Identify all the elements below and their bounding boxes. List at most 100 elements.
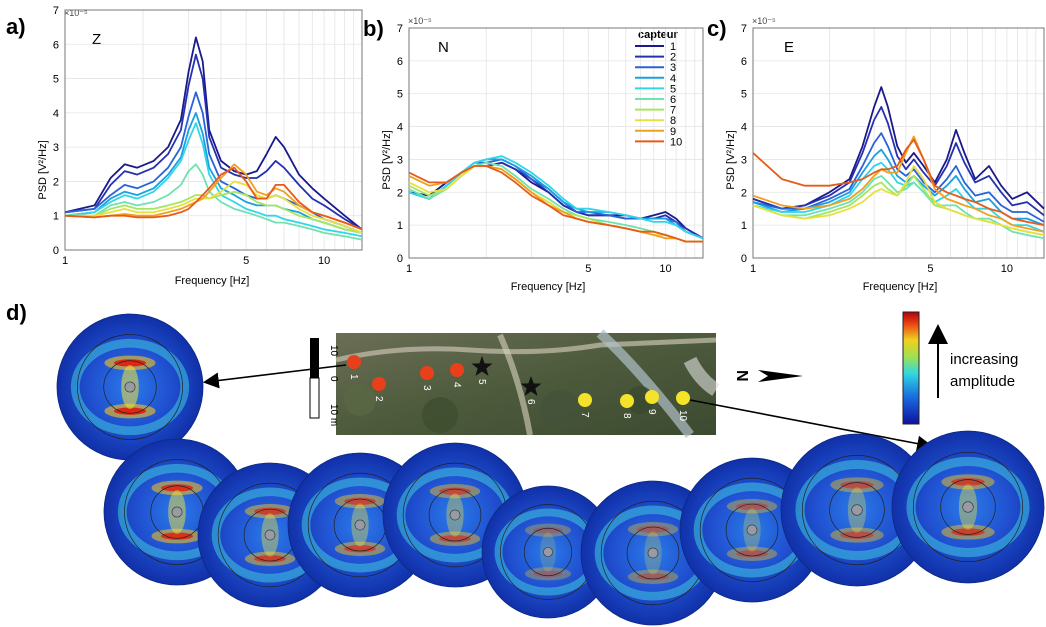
y-tick-label: 2 bbox=[397, 187, 403, 199]
psd-panel-z: a) Z ×10⁻⁵ PSD [V²/Hz] Frequency [Hz] bbox=[6, 8, 249, 287]
series-line-4 bbox=[752, 148, 1045, 226]
x-tick-label: 10 bbox=[318, 255, 330, 267]
sensor-label-2: 2 bbox=[373, 396, 384, 402]
y-tick-label: 0 bbox=[397, 253, 403, 265]
y-tick-label: 2 bbox=[741, 187, 747, 199]
panel-d-polar-maps: d) 10 0 10 m N bbox=[6, 300, 1045, 626]
sensor-label-3: 3 bbox=[421, 385, 432, 391]
sensor-label-4: 4 bbox=[451, 382, 462, 388]
y-tick-label: 0 bbox=[741, 253, 747, 265]
legend-entry-5: 5 bbox=[670, 83, 676, 95]
link-arrow-sensor-10 bbox=[689, 399, 934, 452]
legend-entry-2: 2 bbox=[670, 52, 676, 64]
legend-entry-9: 9 bbox=[670, 126, 676, 138]
panel-label-a: a) bbox=[6, 14, 26, 39]
plot-frame bbox=[64, 9, 363, 251]
sensor-marker-6 bbox=[520, 376, 542, 396]
y-tick-label: 1 bbox=[741, 220, 747, 232]
component-label-z: Z bbox=[92, 31, 101, 48]
colorbar-label-line2: amplitude bbox=[950, 373, 1015, 390]
y-multiplier-b: ×10⁻⁵ bbox=[408, 16, 432, 26]
y-tick-label: 6 bbox=[397, 56, 403, 68]
series-line-2 bbox=[408, 161, 704, 240]
sensor-label-6: 6 bbox=[525, 399, 536, 405]
y-tick-label: 7 bbox=[741, 23, 747, 35]
sensor-label-10: 10 bbox=[677, 410, 688, 422]
series-line-9 bbox=[752, 135, 1045, 233]
x-tick-label: 10 bbox=[659, 263, 671, 275]
legend-entry-10: 10 bbox=[670, 136, 682, 148]
y-multiplier-c: ×10⁻⁵ bbox=[752, 16, 776, 26]
sensor-label-7: 7 bbox=[579, 412, 590, 418]
legend-entry-8: 8 bbox=[670, 115, 676, 127]
legend-entry-7: 7 bbox=[670, 105, 676, 117]
series-line-6 bbox=[408, 161, 703, 243]
series-line-10 bbox=[408, 165, 703, 243]
polar-disc-sensor-10 bbox=[891, 430, 1045, 584]
scale-bar-label-mid: 0 bbox=[328, 376, 339, 382]
y-tick-label: 4 bbox=[397, 122, 403, 134]
series-line-2 bbox=[64, 53, 363, 231]
y-tick-label: 1 bbox=[53, 211, 59, 223]
psd-panel-n: b) N ×10⁻⁵ PSD [V²/Hz] Frequency [Hz] ca… bbox=[363, 16, 678, 293]
y-tick-label: 3 bbox=[397, 154, 403, 166]
y-axis-label-c: PSD [V²/Hz] bbox=[725, 130, 737, 189]
sensor-markers: 1 2 3 4 5 6 7 8 9 10 bbox=[347, 355, 690, 422]
x-tick-label: 5 bbox=[243, 255, 249, 267]
legend-entry-1: 1 bbox=[670, 41, 676, 53]
link-arrow-sensor-1 bbox=[202, 364, 347, 389]
sensor-marker-5 bbox=[471, 356, 493, 376]
plot-frame bbox=[752, 27, 1045, 259]
sensor-marker-7 bbox=[578, 393, 592, 407]
series-line-5 bbox=[408, 155, 704, 240]
series-line-7 bbox=[65, 190, 363, 234]
colorbar-label-line1: increasing bbox=[950, 351, 1018, 368]
sensor-marker-4 bbox=[450, 363, 464, 377]
y-tick-label: 5 bbox=[397, 89, 403, 101]
x-tick-label: 10 bbox=[1001, 263, 1013, 275]
sensor-marker-2 bbox=[372, 377, 386, 391]
legend-entry-6: 6 bbox=[670, 94, 676, 106]
sensor-marker-8 bbox=[620, 394, 634, 408]
sensor-marker-9 bbox=[645, 390, 659, 404]
sensor-marker-1 bbox=[347, 355, 361, 369]
polar-amplitude-discs bbox=[56, 313, 1045, 626]
y-tick-label: 0 bbox=[53, 245, 59, 257]
x-axis-label-c: Frequency [Hz] bbox=[863, 281, 938, 293]
y-multiplier-a: ×10⁻⁵ bbox=[64, 8, 88, 18]
legend-entry-3: 3 bbox=[670, 62, 676, 74]
y-tick-label: 4 bbox=[741, 122, 747, 134]
sensor-label-5: 5 bbox=[476, 379, 487, 385]
series-line-3 bbox=[752, 132, 1045, 223]
scale-bar: 10 0 10 m bbox=[309, 338, 339, 426]
x-axis-label-b: Frequency [Hz] bbox=[511, 281, 586, 293]
x-tick-label: 5 bbox=[927, 263, 933, 275]
x-tick-label: 1 bbox=[62, 255, 68, 267]
x-tick-label: 1 bbox=[750, 263, 756, 275]
y-tick-label: 4 bbox=[53, 108, 59, 120]
series-line-5 bbox=[752, 161, 1045, 233]
scale-bar-label-top: 10 bbox=[328, 345, 339, 357]
polar-disc-sensor-1 bbox=[56, 313, 204, 461]
panel-label-d: d) bbox=[6, 300, 27, 325]
y-tick-label: 5 bbox=[53, 74, 59, 86]
series-line-10 bbox=[752, 138, 1045, 226]
component-label-n: N bbox=[438, 39, 449, 56]
series-line-9 bbox=[64, 163, 363, 231]
series-line-6 bbox=[752, 175, 1045, 240]
y-tick-label: 2 bbox=[53, 176, 59, 188]
x-axis-label-a: Frequency [Hz] bbox=[175, 275, 250, 287]
sensor-marker-10 bbox=[676, 391, 690, 405]
series-line-2 bbox=[752, 106, 1045, 217]
sensor-marker-3 bbox=[420, 366, 434, 380]
y-tick-label: 1 bbox=[397, 220, 403, 232]
x-tick-label: 1 bbox=[406, 263, 412, 275]
y-tick-label: 7 bbox=[397, 23, 403, 35]
psd-panel-e: c) E ×10⁻⁵ PSD [V²/Hz] Frequency [Hz] bbox=[707, 16, 937, 293]
sensor-label-9: 9 bbox=[646, 409, 657, 415]
y-tick-label: 3 bbox=[741, 154, 747, 166]
